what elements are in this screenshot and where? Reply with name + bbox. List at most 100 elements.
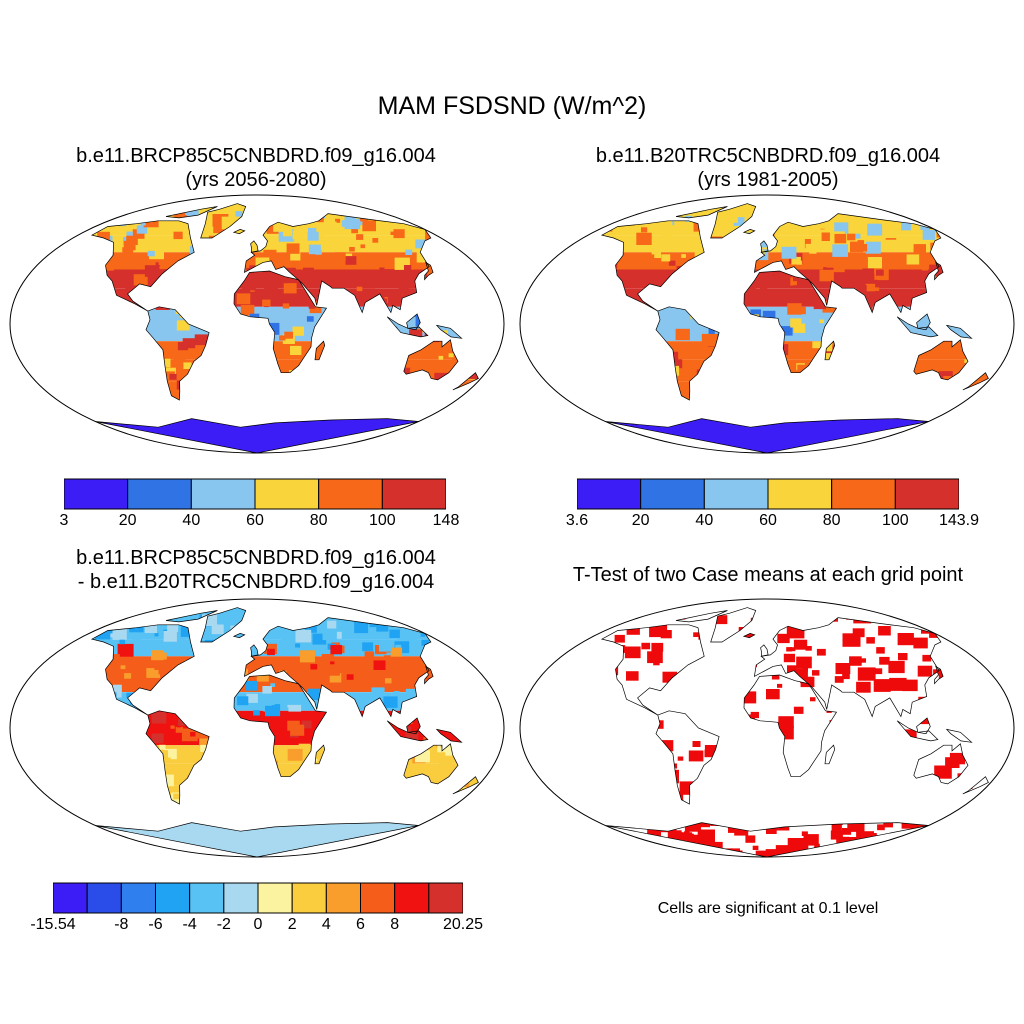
coastline-newzealand	[452, 776, 479, 795]
colorbar-1-label-6: 148	[432, 512, 460, 529]
coastline-newzealand	[452, 372, 479, 391]
map-panel-1	[9, 194, 505, 454]
coastline-africa	[743, 270, 838, 374]
colorbar-panel-3: -15.54 -8 -6 -4 -2 0 2 4 6 8 20.25	[30, 882, 483, 933]
colorbar-2-label-1: 20	[631, 512, 650, 529]
colorbar-1-label-3: 60	[246, 512, 264, 529]
coastline-borneo	[406, 313, 421, 331]
colorbar-2-label-3: 60	[759, 512, 777, 529]
colorbar-3-label-8: 6	[356, 916, 365, 933]
coastline-arcticisl	[165, 206, 218, 219]
coastline-southamerica	[655, 710, 720, 805]
colorbar-3-box-6	[257, 882, 293, 914]
coastline-australia	[403, 743, 459, 785]
coastline-greenland	[710, 607, 757, 643]
coastline-antarctica	[605, 418, 929, 453]
coastlines	[600, 607, 989, 857]
coastline-indonesia	[896, 720, 939, 742]
coastline-newzealand	[962, 776, 989, 795]
coastline-southamerica	[145, 710, 210, 805]
coastline-newguinea	[945, 324, 973, 339]
coastline-australia	[913, 339, 969, 381]
colorbar-3-box-1	[86, 882, 122, 914]
coastline-eurasia	[243, 213, 432, 314]
panel-2-title: b.e11.B20TRC5CNBDRD.f09_g16.004 (yrs 198…	[512, 144, 1024, 192]
coastline-japan	[424, 261, 434, 281]
coastline-northamerica	[600, 220, 705, 312]
colorbar-panel-1: 3 20 40 60 80 100 148	[60, 478, 459, 529]
coastline-iceland	[232, 229, 246, 235]
figure-title: MAM FSDSND (W/m^2)	[377, 92, 647, 120]
colorbar-2-box-1	[640, 478, 705, 510]
colorbar-3-label-6: 2	[287, 916, 297, 933]
colorbar-2-box-2	[703, 478, 769, 510]
coastline-antarctica	[95, 418, 419, 453]
coastline-uk	[760, 240, 769, 253]
coastline-uk	[760, 644, 769, 657]
coastline-newzealand	[962, 372, 989, 391]
coastlines	[90, 203, 479, 453]
colorbar-3-box-7	[291, 882, 327, 914]
colorbar-3-box-4	[189, 882, 225, 914]
map-border	[519, 598, 1015, 858]
colorbar-3-label-1: -8	[114, 916, 129, 933]
colorbar-3-box-10	[394, 882, 430, 914]
coastline-eurasia	[243, 617, 432, 718]
coastline-newguinea	[435, 728, 463, 743]
panel-3-case-b: - b.e11.B20TRC5CNBDRD.f09_g16.004	[77, 571, 435, 593]
map-border	[9, 194, 505, 454]
colorbar-3-box-2	[120, 882, 156, 914]
colorbar-3-label-2: -6	[148, 916, 163, 933]
colorbar-2-label-4: 80	[822, 512, 841, 529]
colorbar-2-box-5	[894, 478, 959, 510]
colorbar-3-label-3: -4	[182, 916, 197, 933]
coastline-iceland	[742, 633, 756, 639]
coastline-antarctica	[605, 822, 929, 857]
coastline-madagascar	[314, 744, 326, 765]
coastline-greenland	[710, 203, 757, 239]
colorbar-1-label-2: 40	[182, 512, 201, 529]
coastline-southamerica	[145, 306, 210, 401]
coastline-eurasia	[753, 617, 942, 718]
colorbar-1-label-4: 80	[309, 512, 328, 529]
coastline-iceland	[232, 633, 246, 639]
coastline-borneo	[916, 313, 931, 331]
map-border	[519, 194, 1015, 454]
coastline-uk	[250, 644, 259, 657]
colorbar-1-label-5: 100	[368, 512, 396, 529]
coastline-japan	[934, 665, 944, 685]
colorbar-1-box-0	[64, 478, 129, 510]
coastline-arcticisl	[165, 610, 218, 623]
coastline-indonesia	[386, 720, 429, 742]
colorbar-3-box-9	[360, 882, 396, 914]
coastlines	[600, 203, 989, 453]
coastline-newguinea	[435, 324, 463, 339]
panel-1-case: b.e11.BRCP85C5CNBDRD.f09_g16.004	[76, 145, 436, 167]
map-border	[9, 598, 505, 858]
colorbar-2-box-4	[831, 478, 896, 510]
coastline-borneo	[916, 717, 931, 735]
panel-2-case: b.e11.B20TRC5CNBDRD.f09_g16.004	[595, 145, 941, 167]
panel-3-title: b.e11.BRCP85C5CNBDRD.f09_g16.004 - b.e11…	[0, 546, 512, 594]
colorbar-3-box-5	[223, 882, 259, 914]
coastline-southamerica	[655, 306, 720, 401]
colorbar-1-box-3	[254, 478, 320, 510]
colorbar-2-label-6: 143.9	[938, 512, 980, 529]
colorbar-2-box-0	[577, 478, 642, 510]
coastline-japan	[424, 665, 434, 685]
colorbar-1-box-2	[190, 478, 256, 510]
coastline-northamerica	[90, 220, 195, 312]
coastline-uk	[250, 240, 259, 253]
colorbar-1-box-5	[381, 478, 446, 510]
coastline-iceland	[742, 229, 756, 235]
coastline-greenland	[200, 607, 247, 643]
coastline-africa	[743, 674, 838, 778]
coastline-newguinea	[945, 728, 973, 743]
coastline-australia	[403, 339, 459, 381]
colorbar-3-label-5: 0	[253, 916, 263, 933]
coastline-northamerica	[90, 624, 195, 716]
coastline-borneo	[406, 717, 421, 735]
coastline-arcticisl	[675, 206, 728, 219]
panel-1-years: (yrs 2056-2080)	[185, 169, 327, 191]
colorbar-3-box-3	[155, 882, 191, 914]
